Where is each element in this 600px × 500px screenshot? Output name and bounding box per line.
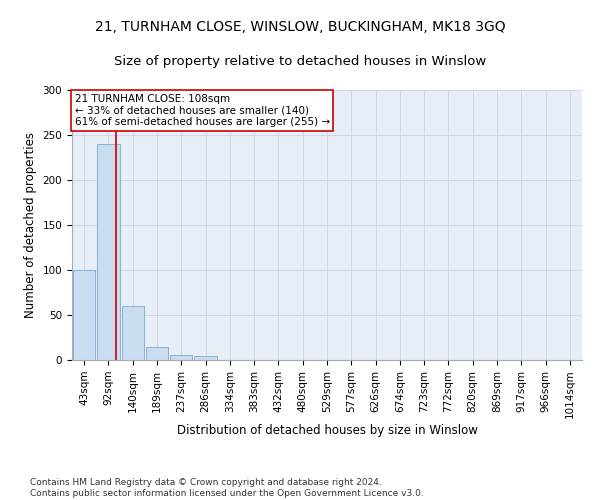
- Bar: [146, 346, 168, 360]
- Bar: [73, 270, 95, 360]
- Text: Size of property relative to detached houses in Winslow: Size of property relative to detached ho…: [114, 55, 486, 68]
- Text: Contains HM Land Registry data © Crown copyright and database right 2024.
Contai: Contains HM Land Registry data © Crown c…: [30, 478, 424, 498]
- Text: 21, TURNHAM CLOSE, WINSLOW, BUCKINGHAM, MK18 3GQ: 21, TURNHAM CLOSE, WINSLOW, BUCKINGHAM, …: [95, 20, 505, 34]
- Bar: [194, 356, 217, 360]
- Bar: [122, 306, 144, 360]
- Text: 21 TURNHAM CLOSE: 108sqm
← 33% of detached houses are smaller (140)
61% of semi-: 21 TURNHAM CLOSE: 108sqm ← 33% of detach…: [74, 94, 329, 127]
- X-axis label: Distribution of detached houses by size in Winslow: Distribution of detached houses by size …: [176, 424, 478, 437]
- Bar: [170, 354, 193, 360]
- Bar: [97, 144, 119, 360]
- Y-axis label: Number of detached properties: Number of detached properties: [24, 132, 37, 318]
